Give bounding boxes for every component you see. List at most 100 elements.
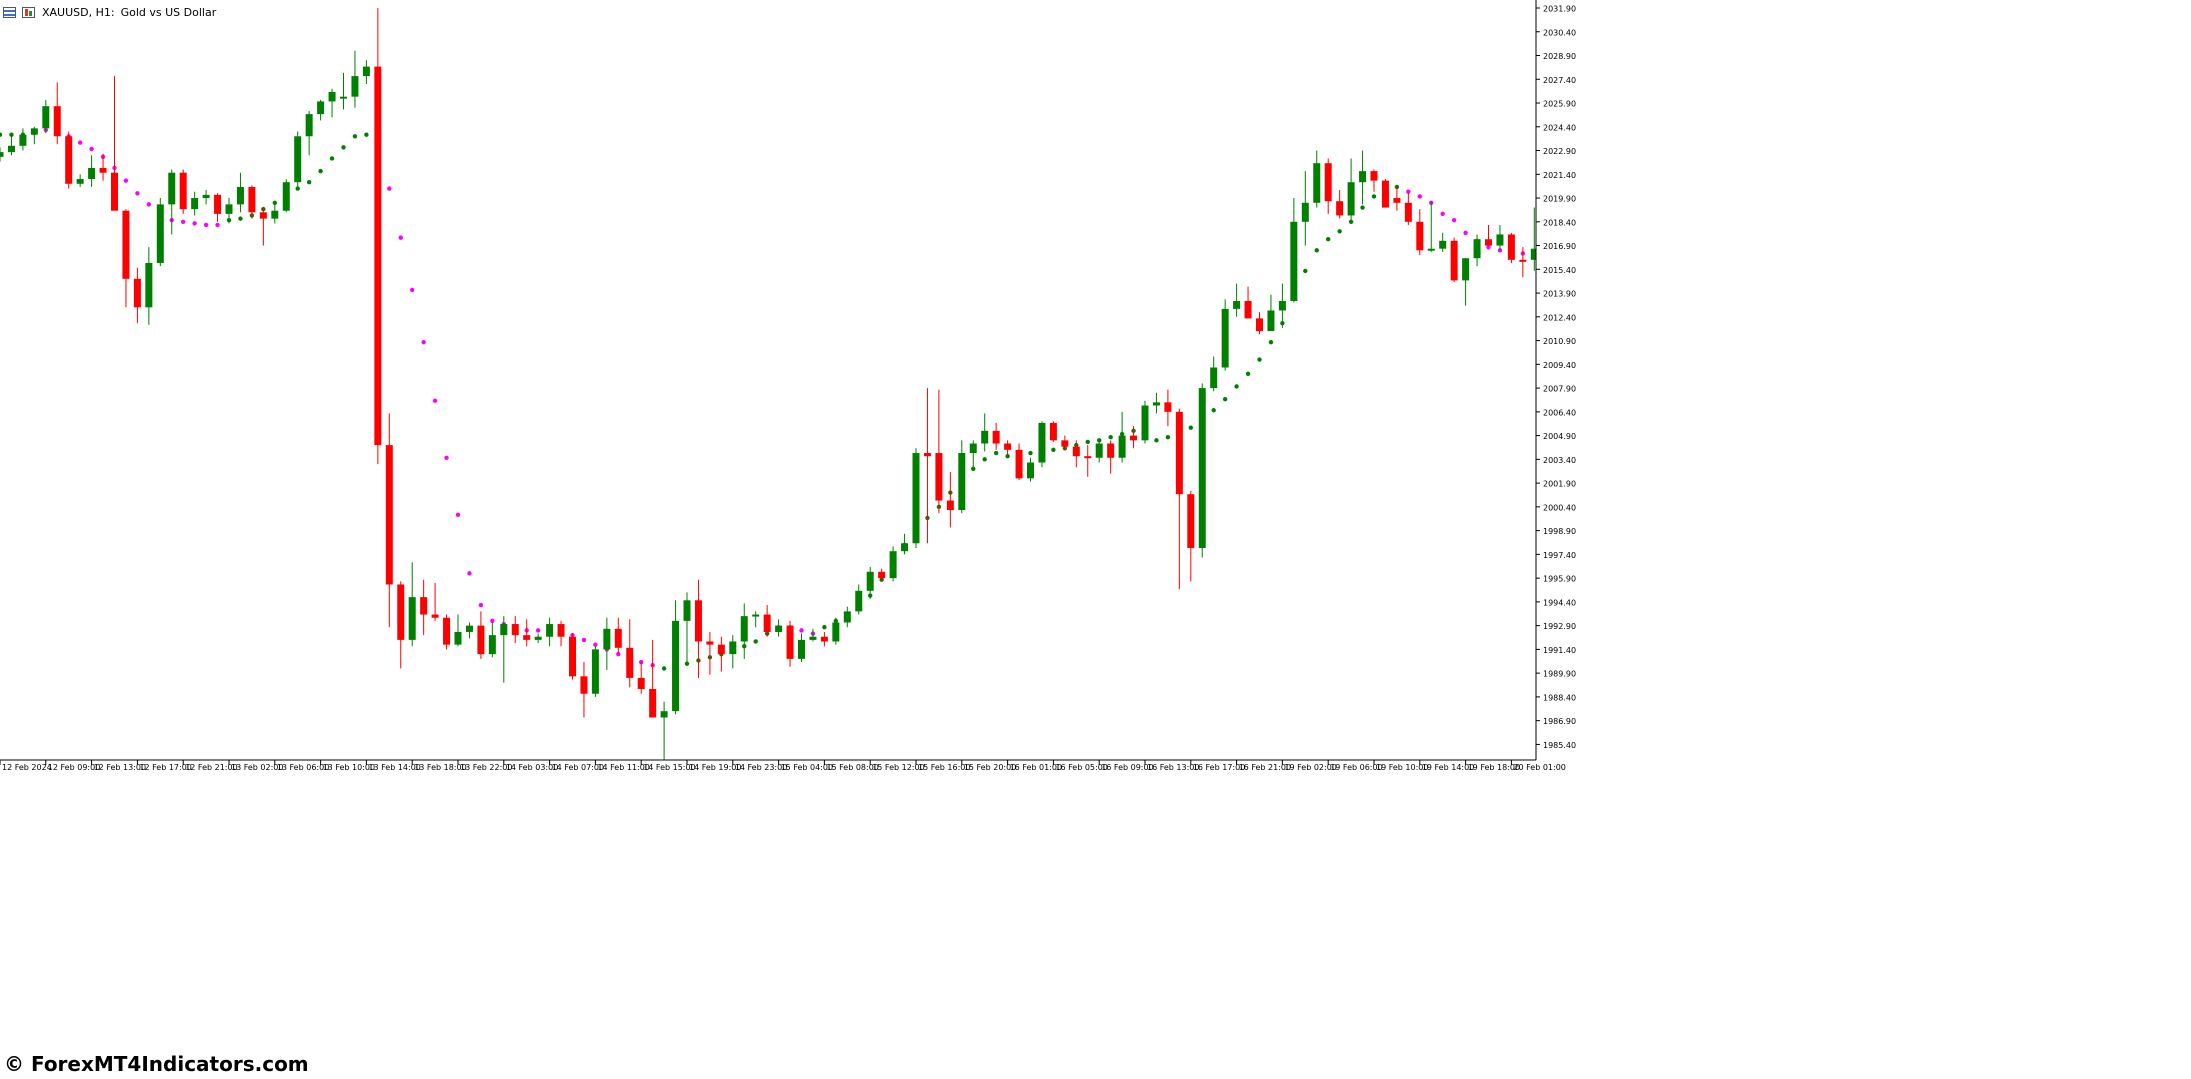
candle	[923, 388, 931, 544]
candle-body	[420, 597, 428, 615]
candle-body	[168, 172, 176, 205]
sar-dot	[661, 666, 667, 671]
candle	[901, 533, 909, 555]
candle-body	[53, 106, 61, 137]
candle-body	[328, 91, 336, 102]
candle	[294, 131, 302, 187]
price-tick-label: 2027.40	[1543, 76, 1576, 85]
candle-body	[282, 182, 290, 211]
candle-body	[305, 114, 313, 137]
candle-body	[626, 647, 634, 678]
candle-body	[580, 676, 588, 694]
price-tick-label: 2030.40	[1543, 28, 1576, 37]
candlesticks	[0, 8, 1538, 762]
candle	[969, 440, 977, 468]
candle	[53, 82, 61, 145]
candle-body	[1290, 221, 1298, 301]
candle	[1233, 283, 1241, 317]
candlestick-icon[interactable]	[22, 6, 35, 18]
sar-dot	[982, 457, 987, 462]
candle	[706, 631, 714, 675]
candle	[1130, 426, 1138, 449]
sar-dot	[432, 398, 438, 403]
candle	[729, 635, 737, 669]
candle	[1164, 389, 1172, 427]
candle	[500, 616, 508, 683]
candle	[569, 633, 576, 680]
candle	[225, 198, 233, 224]
candle	[1450, 237, 1458, 282]
candle-body	[191, 198, 199, 210]
time-tick-label: 13 Feb 02:00	[231, 763, 283, 772]
candle-body	[603, 628, 611, 650]
candle-body	[649, 688, 657, 718]
candle	[122, 209, 130, 308]
chart-properties-icon[interactable]	[3, 6, 16, 18]
candle	[1084, 445, 1092, 477]
price-tick-label: 1992.90	[1543, 622, 1576, 631]
price-tick-label: 2006.40	[1543, 408, 1576, 417]
candle-body	[1061, 440, 1069, 447]
candle-body	[1164, 402, 1172, 412]
candle-body	[935, 453, 943, 501]
time-tick-label: 14 Feb 15:00	[643, 763, 695, 772]
candle	[340, 72, 347, 110]
sar-dot	[1028, 450, 1033, 456]
time-tick-label: 13 Feb 06:00	[277, 763, 329, 772]
candle	[614, 617, 622, 655]
candle-body	[786, 625, 794, 659]
time-tick-label: 15 Feb 20:00	[964, 763, 1016, 772]
candle-body	[798, 639, 805, 659]
candle-body	[1175, 411, 1183, 495]
candle-body	[901, 543, 909, 552]
candle	[603, 617, 611, 670]
candle	[397, 581, 405, 669]
candle	[523, 619, 531, 647]
candle-body	[500, 624, 508, 636]
sar-dot	[146, 202, 152, 207]
candle-body	[694, 600, 702, 642]
candle-body	[969, 443, 977, 454]
candle-body	[351, 76, 359, 97]
time-tick-label: 12 Feb 2024	[2, 763, 52, 772]
candle-body	[7, 145, 15, 153]
candle	[179, 169, 187, 214]
sar-dot	[822, 625, 827, 630]
candle	[637, 662, 645, 694]
candle-body	[534, 636, 542, 640]
candle-body	[408, 597, 416, 640]
candle-body	[1404, 202, 1412, 222]
sar-dot	[135, 191, 140, 196]
sar-dot	[478, 602, 484, 608]
sar-dot	[467, 571, 472, 576]
candle-body	[729, 641, 737, 655]
candle-body	[523, 635, 531, 640]
sar-dot	[181, 219, 186, 224]
sar-dot	[535, 628, 541, 633]
sar-dot	[1440, 211, 1445, 217]
candle	[454, 614, 462, 647]
candle	[465, 622, 473, 639]
candle-body	[443, 617, 451, 645]
candle	[649, 639, 657, 718]
candle	[843, 606, 851, 628]
candle	[1118, 411, 1126, 463]
sar-dot	[1234, 384, 1239, 389]
time-tick-label: 19 Feb 18:00	[1468, 763, 1520, 772]
price-tick-label: 1995.90	[1543, 575, 1576, 584]
sar-dot	[581, 637, 587, 643]
candle-body	[717, 644, 725, 655]
price-tick-label: 2010.90	[1543, 337, 1576, 346]
candle	[820, 631, 828, 647]
candle-body	[133, 278, 141, 308]
time-tick-label: 13 Feb 22:00	[460, 763, 512, 772]
candle-body	[294, 136, 302, 183]
sar-dot	[0, 132, 3, 137]
candle	[1072, 440, 1080, 468]
time-tick-label: 12 Feb 17:00	[139, 763, 191, 772]
candle	[1404, 193, 1412, 225]
sar-dot	[1314, 248, 1319, 253]
candle-body	[362, 66, 370, 77]
candle	[362, 60, 370, 85]
